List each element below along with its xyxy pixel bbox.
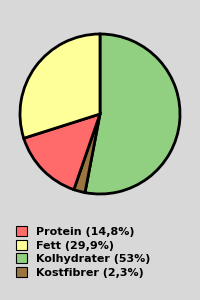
Wedge shape [85, 34, 180, 194]
Wedge shape [24, 114, 100, 190]
Wedge shape [74, 114, 100, 193]
Legend: Protein (14,8%), Fett (29,9%), Kolhydrater (53%), Kostfibrer (2,3%): Protein (14,8%), Fett (29,9%), Kolhydrat… [13, 224, 152, 280]
Wedge shape [20, 34, 100, 138]
